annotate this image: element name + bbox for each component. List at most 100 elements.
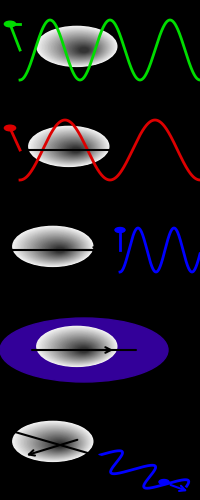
Circle shape xyxy=(65,40,98,57)
Circle shape xyxy=(34,237,79,260)
Circle shape xyxy=(71,148,81,152)
Circle shape xyxy=(61,338,101,358)
Circle shape xyxy=(71,44,94,55)
Circle shape xyxy=(49,32,109,62)
Circle shape xyxy=(72,148,80,152)
Circle shape xyxy=(47,32,110,63)
Circle shape xyxy=(59,142,89,156)
Circle shape xyxy=(48,136,96,160)
Circle shape xyxy=(44,242,72,256)
Circle shape xyxy=(43,330,113,364)
Circle shape xyxy=(51,138,94,159)
Circle shape xyxy=(73,344,93,354)
Circle shape xyxy=(31,430,81,456)
Circle shape xyxy=(56,336,104,360)
Circle shape xyxy=(47,244,70,255)
Circle shape xyxy=(17,424,90,460)
Circle shape xyxy=(53,334,106,361)
Circle shape xyxy=(28,429,83,456)
Circle shape xyxy=(35,130,105,164)
Circle shape xyxy=(49,440,69,450)
Circle shape xyxy=(40,435,75,452)
Circle shape xyxy=(14,227,92,266)
Circle shape xyxy=(44,437,72,451)
Circle shape xyxy=(52,441,67,448)
Circle shape xyxy=(19,424,89,460)
Circle shape xyxy=(41,132,101,162)
Circle shape xyxy=(46,331,111,364)
Circle shape xyxy=(70,43,95,56)
Circle shape xyxy=(26,233,84,262)
Circle shape xyxy=(34,432,79,454)
Circle shape xyxy=(50,440,68,449)
Circle shape xyxy=(46,438,71,450)
Circle shape xyxy=(67,42,97,56)
Circle shape xyxy=(44,134,99,162)
Circle shape xyxy=(71,344,94,355)
Circle shape xyxy=(32,128,107,166)
Circle shape xyxy=(76,346,91,354)
Circle shape xyxy=(59,338,102,359)
Circle shape xyxy=(56,36,104,60)
Circle shape xyxy=(43,30,113,64)
Circle shape xyxy=(80,48,88,52)
Circle shape xyxy=(41,28,114,65)
Circle shape xyxy=(38,131,103,164)
Circle shape xyxy=(52,34,107,62)
Circle shape xyxy=(74,345,92,354)
Circle shape xyxy=(13,226,93,266)
Circle shape xyxy=(41,240,74,257)
Circle shape xyxy=(40,240,75,258)
Circle shape xyxy=(46,31,111,64)
Circle shape xyxy=(49,332,109,362)
Circle shape xyxy=(46,243,71,256)
Circle shape xyxy=(56,443,64,447)
Circle shape xyxy=(68,42,96,56)
Circle shape xyxy=(68,146,83,154)
Circle shape xyxy=(159,480,169,484)
Circle shape xyxy=(30,127,108,166)
Circle shape xyxy=(14,422,92,461)
Circle shape xyxy=(70,343,95,355)
Circle shape xyxy=(17,228,90,265)
Circle shape xyxy=(47,438,70,450)
Circle shape xyxy=(66,145,84,154)
Circle shape xyxy=(38,27,116,66)
Circle shape xyxy=(65,144,85,154)
Circle shape xyxy=(64,40,99,58)
Circle shape xyxy=(74,45,92,54)
Circle shape xyxy=(4,21,16,27)
Circle shape xyxy=(68,342,96,356)
Circle shape xyxy=(37,434,77,454)
Circle shape xyxy=(47,332,110,363)
Circle shape xyxy=(60,142,88,156)
Circle shape xyxy=(53,138,93,158)
Circle shape xyxy=(4,125,16,131)
Circle shape xyxy=(58,37,103,60)
Circle shape xyxy=(20,425,88,459)
Circle shape xyxy=(62,143,87,156)
Circle shape xyxy=(29,430,82,456)
Circle shape xyxy=(22,426,87,458)
Circle shape xyxy=(53,246,66,253)
Circle shape xyxy=(43,242,73,256)
Circle shape xyxy=(53,34,106,61)
Circle shape xyxy=(41,436,74,452)
Circle shape xyxy=(16,423,91,461)
Circle shape xyxy=(69,146,82,153)
Circle shape xyxy=(23,426,86,458)
Circle shape xyxy=(73,44,93,54)
Circle shape xyxy=(44,30,112,64)
Circle shape xyxy=(40,28,115,66)
Circle shape xyxy=(39,132,102,163)
Circle shape xyxy=(44,330,112,364)
Circle shape xyxy=(64,340,99,357)
Circle shape xyxy=(52,334,107,361)
Circle shape xyxy=(58,337,103,359)
Circle shape xyxy=(55,248,65,252)
Circle shape xyxy=(32,431,80,455)
Circle shape xyxy=(50,245,68,254)
Circle shape xyxy=(38,239,76,258)
Circle shape xyxy=(33,128,106,165)
Circle shape xyxy=(115,228,125,232)
